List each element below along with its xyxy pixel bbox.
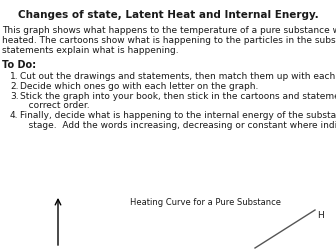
- Text: 4.: 4.: [10, 111, 18, 120]
- Text: Cut out the drawings and statements, then match them up with each other.: Cut out the drawings and statements, the…: [20, 72, 336, 81]
- Text: To Do:: To Do:: [2, 60, 36, 70]
- Text: Stick the graph into your book, then stick in the cartoons and statements in the: Stick the graph into your book, then sti…: [20, 92, 336, 101]
- Text: stage.  Add the words increasing, decreasing or constant where indicated.: stage. Add the words increasing, decreas…: [20, 121, 336, 130]
- Text: correct order.: correct order.: [20, 101, 90, 110]
- Text: statements explain what is happening.: statements explain what is happening.: [2, 46, 179, 55]
- Text: H: H: [317, 210, 324, 219]
- Text: heated. The cartoons show what is happening to the particles in the substance, a: heated. The cartoons show what is happen…: [2, 36, 336, 45]
- Text: Changes of state, Latent Heat and Internal Energy.: Changes of state, Latent Heat and Intern…: [17, 10, 319, 20]
- Text: 2.: 2.: [10, 82, 18, 91]
- Text: Decide which ones go with each letter on the graph.: Decide which ones go with each letter on…: [20, 82, 258, 91]
- Text: This graph shows what happens to the temperature of a pure substance when it is: This graph shows what happens to the tem…: [2, 26, 336, 35]
- Text: 1.: 1.: [10, 72, 18, 81]
- Text: Finally, decide what is happening to the internal energy of the substance at eac: Finally, decide what is happening to the…: [20, 111, 336, 120]
- Text: 3.: 3.: [10, 92, 18, 101]
- Text: Heating Curve for a Pure Substance: Heating Curve for a Pure Substance: [130, 198, 281, 207]
